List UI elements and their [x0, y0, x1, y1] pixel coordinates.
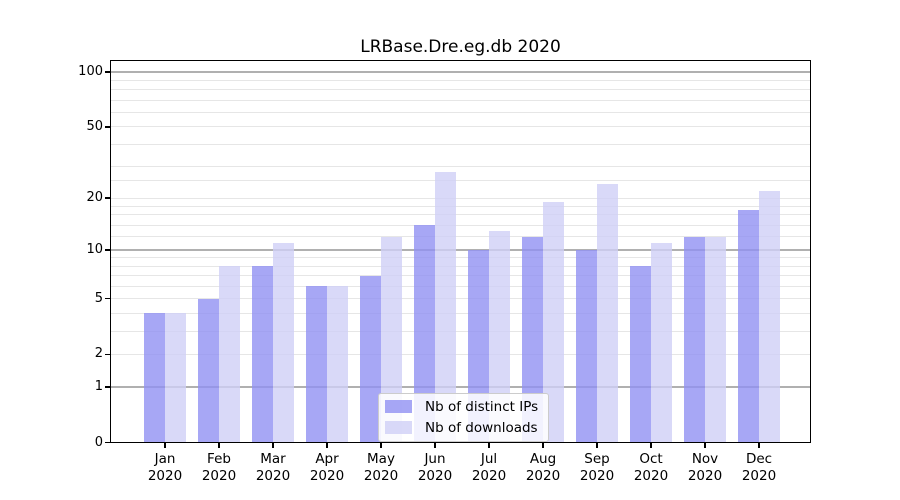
bar-distinct-ips-dec	[738, 210, 759, 443]
gridline-minor	[110, 236, 811, 238]
legend-item: Nb of distinct IPs	[385, 399, 538, 415]
legend-swatch-downloads	[385, 421, 412, 434]
bar-distinct-ips-jan	[144, 313, 165, 443]
gridline-minor	[110, 330, 811, 332]
y-tick-label: 2	[94, 346, 103, 362]
x-tick-label: Apr 2020	[309, 450, 345, 485]
gridline-major	[110, 298, 811, 300]
bar-downloads-jan	[165, 313, 186, 443]
y-tick-mark	[105, 386, 110, 388]
x-tick-mark	[704, 442, 706, 448]
legend-swatch-distinct-ips	[385, 400, 412, 413]
y-tick-label: 0	[94, 434, 103, 450]
bar-downloads-nov	[705, 236, 726, 443]
gridline-major	[110, 353, 811, 355]
x-tick-mark	[758, 442, 760, 448]
y-tick-mark	[105, 197, 110, 199]
gridline-minor	[110, 166, 811, 168]
gridline-major	[110, 71, 811, 73]
bar-distinct-ips-nov	[684, 236, 705, 443]
gridline-minor	[110, 89, 811, 91]
y-tick-label: 20	[86, 190, 103, 206]
x-tick-label: Nov 2020	[687, 450, 723, 485]
bar-distinct-ips-jun	[414, 225, 435, 443]
y-tick-mark	[105, 297, 110, 300]
gridline-minor	[110, 99, 811, 101]
x-tick-mark	[272, 442, 274, 448]
bar-downloads-oct	[651, 242, 672, 443]
bar-distinct-ips-aug	[522, 236, 543, 443]
x-tick-label: Oct 2020	[633, 450, 669, 485]
bar-distinct-ips-feb	[198, 298, 219, 443]
bar-downloads-feb	[219, 266, 240, 443]
x-tick-mark	[542, 442, 544, 448]
x-tick-mark	[164, 442, 166, 448]
x-tick-label: Mar 2020	[255, 450, 291, 485]
gridline-minor	[110, 214, 811, 216]
bar-distinct-ips-apr	[306, 286, 327, 443]
y-tick-label: 100	[78, 63, 103, 79]
bar-downloads-may	[381, 236, 402, 443]
legend-item: Nb of downloads	[385, 420, 538, 436]
x-tick-label: Jan 2020	[147, 450, 183, 485]
plot-area: Nb of distinct IPs Nb of downloads	[110, 59, 811, 443]
x-tick-label: Aug 2020	[525, 450, 561, 485]
x-tick-label: Dec 2020	[741, 450, 777, 485]
x-tick-mark	[596, 442, 598, 448]
gridline-major	[110, 249, 811, 251]
bar-downloads-jun	[435, 172, 456, 443]
bar-downloads-apr	[327, 286, 348, 443]
y-tick-mark	[105, 249, 110, 251]
x-tick-mark	[434, 442, 436, 448]
x-tick-mark	[650, 442, 652, 448]
gridline-minor	[110, 205, 811, 207]
legend-label: Nb of distinct IPs	[425, 398, 539, 415]
bar-distinct-ips-oct	[630, 266, 651, 443]
bar-downloads-mar	[273, 242, 294, 443]
bar-downloads-sep	[597, 184, 618, 443]
y-tick-mark	[105, 441, 110, 444]
y-tick-label: 10	[86, 241, 103, 257]
y-tick-label: 50	[86, 118, 103, 134]
gridline-minor	[110, 312, 811, 314]
x-tick-label: May 2020	[363, 450, 399, 485]
x-tick-mark	[326, 442, 328, 448]
bar-distinct-ips-mar	[252, 266, 273, 443]
gridline-minor	[110, 285, 811, 287]
y-tick-mark	[105, 353, 110, 356]
gridline-minor	[110, 180, 811, 182]
gridline-minor	[110, 111, 811, 113]
gridline-minor	[110, 257, 811, 259]
x-tick-mark	[218, 442, 220, 448]
legend-box: Nb of distinct IPs Nb of downloads	[378, 392, 550, 442]
y-tick-mark	[105, 126, 110, 128]
gridline-minor	[110, 275, 811, 277]
legend-label: Nb of downloads	[425, 419, 538, 436]
gridline-minor	[110, 224, 811, 226]
gridline-minor	[110, 143, 811, 145]
bar-downloads-aug	[543, 201, 564, 443]
gridline-minor	[110, 265, 811, 267]
y-tick-mark	[105, 71, 110, 73]
bar-distinct-ips-sep	[576, 249, 597, 443]
bar-downloads-jul	[489, 230, 510, 443]
gridline-major	[110, 386, 811, 388]
gridline-major	[110, 197, 811, 199]
bar-downloads-dec	[759, 190, 780, 443]
bar-distinct-ips-may	[360, 275, 381, 443]
x-tick-label: Sep 2020	[579, 450, 615, 485]
x-tick-mark	[488, 442, 490, 448]
y-tick-label: 5	[94, 290, 103, 306]
x-tick-label: Jun 2020	[417, 450, 453, 485]
x-tick-label: Feb 2020	[201, 450, 237, 485]
chart-title: LRBase.Dre.eg.db 2020	[360, 37, 561, 57]
y-tick-label: 1	[94, 378, 103, 394]
gridline-minor	[110, 79, 811, 81]
gridline-major	[110, 126, 811, 128]
x-tick-label: Jul 2020	[471, 450, 507, 485]
x-tick-mark	[380, 442, 382, 448]
